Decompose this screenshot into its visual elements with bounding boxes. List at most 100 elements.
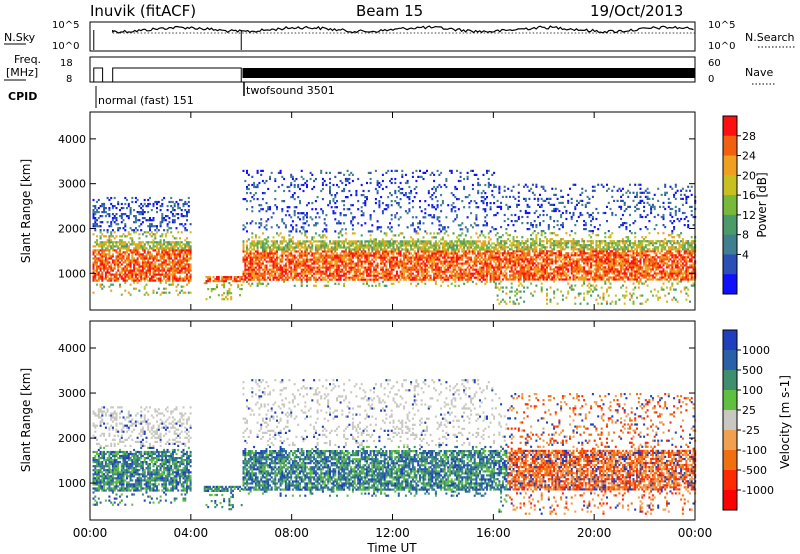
echo-cell xyxy=(383,248,386,251)
echo-cell xyxy=(546,258,548,261)
echo-cell xyxy=(443,240,446,243)
echo-cell xyxy=(110,269,113,272)
echo-cell xyxy=(161,271,164,274)
echo-cell xyxy=(546,213,548,217)
echo-cell xyxy=(115,251,118,254)
echo-cell xyxy=(254,185,257,189)
echo-cell xyxy=(389,264,391,267)
echo-cell xyxy=(396,169,398,172)
echo-cell xyxy=(101,287,104,290)
echo-cell xyxy=(486,222,488,225)
echo-cell xyxy=(242,248,245,251)
echo-cell xyxy=(141,205,144,208)
echo-cell xyxy=(404,246,407,249)
echo-cell xyxy=(173,247,176,250)
echo-cell xyxy=(127,215,130,218)
echo-cell xyxy=(376,278,379,281)
echo-cell xyxy=(99,259,102,262)
echo-cell xyxy=(253,244,256,247)
echo-cell xyxy=(290,173,293,176)
echo-cell xyxy=(159,263,162,266)
echo-cell xyxy=(411,224,414,227)
echo-cell xyxy=(392,266,395,269)
echo-cell xyxy=(337,236,340,239)
echo-cell xyxy=(122,227,125,230)
echo-cell xyxy=(157,273,160,276)
echo-cell xyxy=(226,292,229,295)
echo-cell xyxy=(140,253,143,256)
echo-cell xyxy=(447,244,450,247)
echo-cell xyxy=(546,276,548,279)
echo-cell xyxy=(288,189,291,193)
echo-cell xyxy=(396,248,398,251)
echo-cell xyxy=(533,197,536,200)
echo-cell xyxy=(464,256,467,259)
echo-cell xyxy=(360,256,363,259)
echo-cell xyxy=(475,244,478,247)
echo-cell xyxy=(378,254,381,257)
echo-cell xyxy=(184,200,187,204)
echo-cell xyxy=(168,291,171,294)
echo-cell xyxy=(480,244,483,247)
echo-cell xyxy=(397,280,400,283)
echo-cell xyxy=(413,230,416,233)
echo-cell xyxy=(129,283,132,286)
echo-cell xyxy=(408,208,411,211)
echo-cell xyxy=(477,183,480,187)
echo-cell xyxy=(404,250,407,253)
echo-cell xyxy=(251,258,254,261)
echo-cell xyxy=(383,240,386,243)
echo-cell xyxy=(366,244,368,247)
echo-cell xyxy=(291,262,294,265)
echo-cell xyxy=(387,252,390,255)
echo-cell xyxy=(187,265,190,268)
echo-cell xyxy=(374,244,377,247)
echo-cell xyxy=(389,250,391,253)
echo-cell xyxy=(537,252,540,255)
echo-cell xyxy=(516,244,518,247)
echo-cell xyxy=(378,244,381,247)
echo-cell xyxy=(94,219,97,222)
echo-cell xyxy=(394,260,397,263)
echo-cell xyxy=(306,204,308,207)
echo-cell xyxy=(246,208,248,211)
echo-cell xyxy=(334,282,337,285)
echo-cell xyxy=(325,244,328,247)
station-title: Inuvik (fitACF) xyxy=(90,2,196,20)
echo-cell xyxy=(509,278,511,281)
echo-cell xyxy=(92,251,95,254)
echo-cell xyxy=(94,255,97,258)
echo-cell xyxy=(97,265,100,268)
echo-cell xyxy=(413,278,416,281)
echo-cell xyxy=(378,252,381,255)
echo-cell xyxy=(459,254,462,257)
echo-cell xyxy=(473,258,476,261)
echo-cell xyxy=(184,263,187,266)
echo-cell xyxy=(272,266,275,269)
echo-cell xyxy=(521,270,524,273)
echo-cell xyxy=(122,213,125,216)
echo-cell xyxy=(166,273,169,276)
echo-cell xyxy=(143,245,146,248)
echo-cell xyxy=(99,205,102,208)
echo-cell xyxy=(459,171,462,174)
echo-cell xyxy=(521,252,524,255)
echo-cell xyxy=(424,242,427,245)
echo-cell xyxy=(329,171,331,174)
echo-cell xyxy=(320,246,323,249)
echo-cell xyxy=(177,277,180,280)
echo-cell xyxy=(376,250,379,253)
echo-cell xyxy=(369,218,372,221)
echo-cell xyxy=(182,271,185,274)
echo-cell xyxy=(540,262,543,265)
echo-cell xyxy=(387,169,390,172)
echo-cell xyxy=(302,264,305,267)
echo-cell xyxy=(376,220,379,223)
echo-cell xyxy=(313,185,316,189)
echo-cell xyxy=(487,272,490,275)
echo-cell xyxy=(459,244,462,247)
echo-cell xyxy=(293,274,296,277)
echo-cell xyxy=(180,267,183,270)
echo-cell xyxy=(329,254,331,257)
echo-cell xyxy=(221,278,224,281)
